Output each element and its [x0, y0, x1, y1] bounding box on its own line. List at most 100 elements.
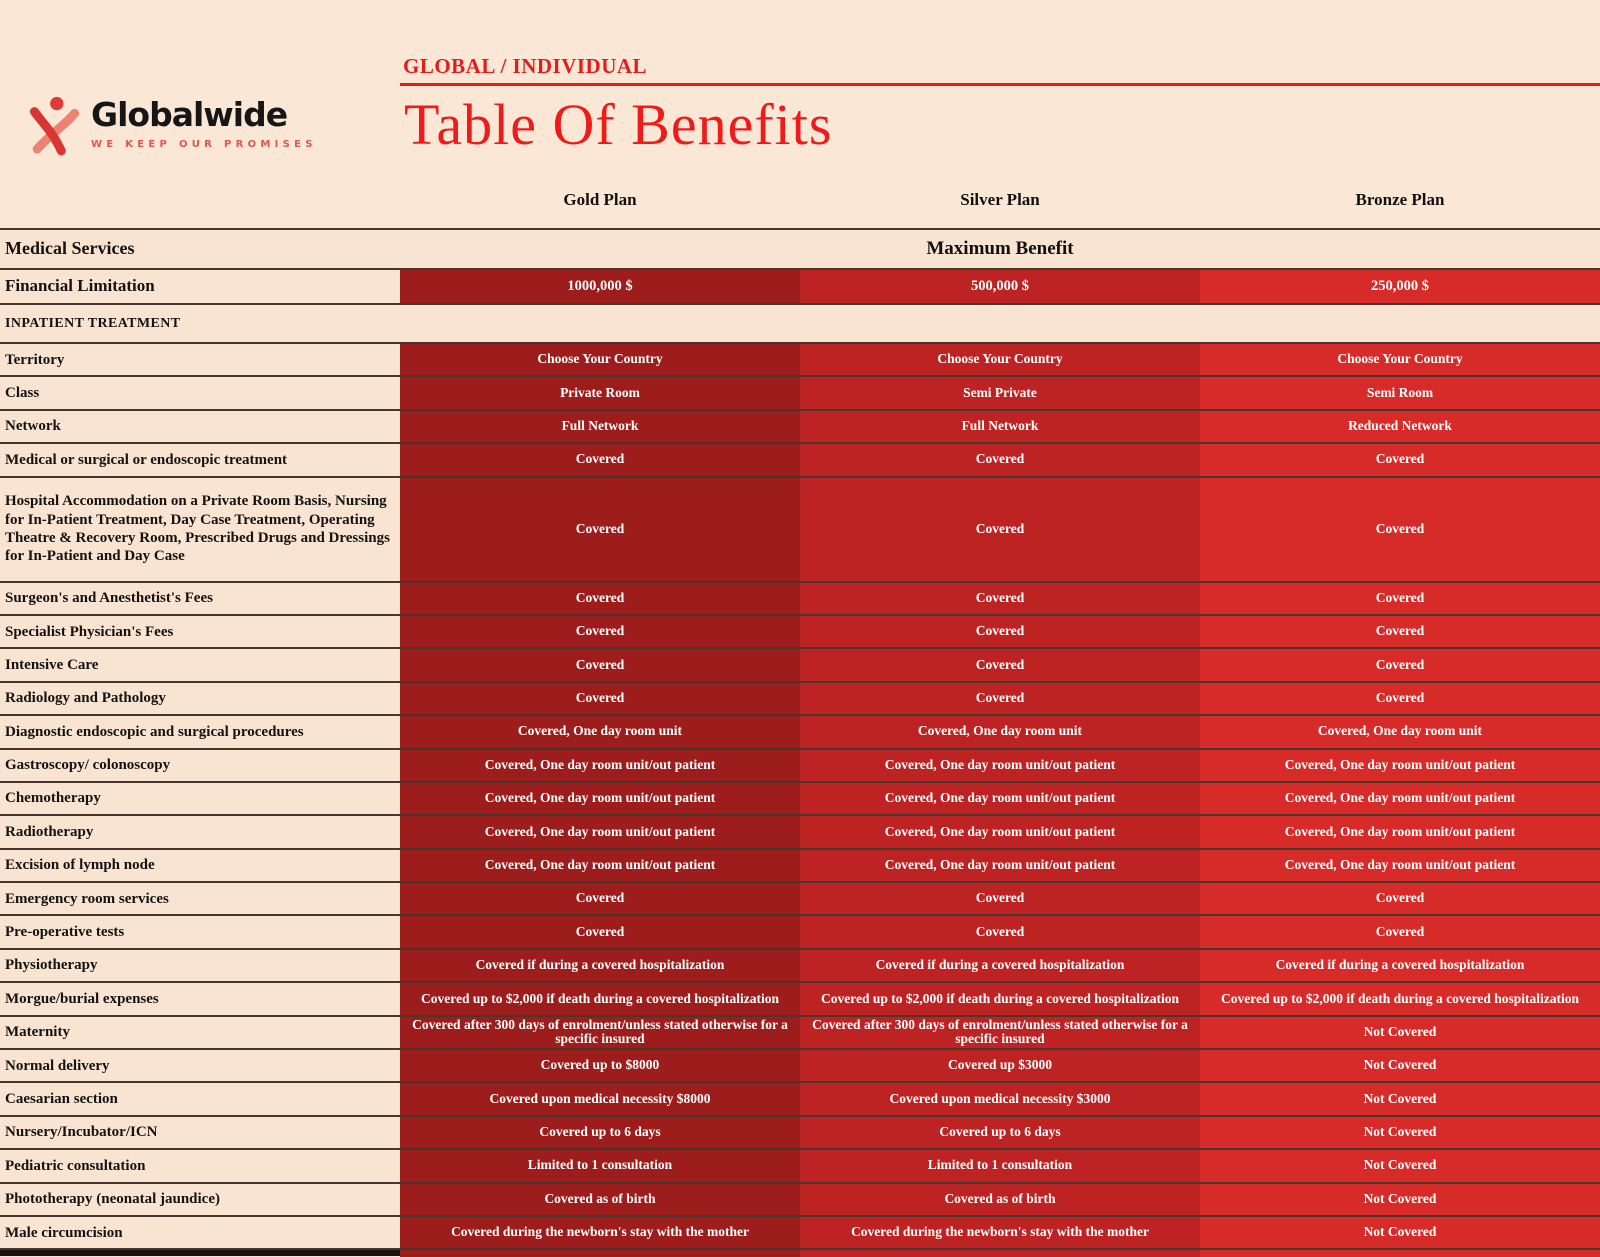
benefit-value-cell: Limited to 1 consultation: [800, 1150, 1200, 1182]
table-row: Pre-operative tests Covered Covered Covered: [0, 914, 1600, 948]
benefit-value-cell: Covered, One day room unit: [400, 716, 800, 748]
plan-header-bronze: Bronze Plan: [1355, 190, 1445, 209]
benefit-value-cell: Not Covered: [1200, 1016, 1600, 1049]
row-label: Intensive Care: [0, 649, 400, 681]
row-label: Pre-operative tests: [0, 916, 400, 948]
row-label: Male circumcision: [0, 1216, 400, 1249]
row-label: Radiology and Pathology: [0, 682, 400, 715]
row-label: Financial Limitation: [0, 270, 400, 303]
plan-header-gold: Gold Plan: [563, 190, 637, 209]
table-row-financial-limitation: Financial Limitation 1000,000 $ 500,000 …: [0, 268, 1600, 303]
table-row: Pediatric consultation Limited to 1 consu…: [0, 1148, 1600, 1182]
benefit-value-cell: Covered after 300 days of enrolment/unle…: [400, 1016, 800, 1049]
benefit-value-cell: Semi Private: [800, 377, 1200, 409]
benefit-value-cell: Full Network: [400, 410, 800, 443]
page-title: Table Of Benefits: [404, 92, 833, 157]
table-row: Radiotherapy Covered, One day room unit/o…: [0, 814, 1600, 848]
benefit-value-cell: Not Covered: [1200, 1183, 1600, 1215]
benefit-value-cell: 250,000 $: [1200, 270, 1600, 303]
benefit-value-cell: Covered: [1200, 582, 1600, 614]
benefit-value-cell: 1000,000 $: [400, 270, 800, 303]
benefit-value-cell: Choose Your Country: [400, 344, 800, 376]
row-label: Hospital Accommodation on a Private Room…: [0, 477, 400, 581]
maximum-benefit-header: Maximum Benefit: [400, 230, 1600, 268]
row-label: Nursery/Incubator/ICN: [0, 1116, 400, 1149]
benefit-value-cell: Covered, One day room unit/out patient: [400, 782, 800, 815]
benefit-value-cell: Covered up to $2,000 if death during a c…: [1200, 983, 1600, 1015]
benefit-value-cell: Covered, One day room unit/out patient: [800, 849, 1200, 882]
benefit-value-cell: Covered: [400, 883, 800, 915]
benefit-value-cell: Covered, One day room unit/out patient: [800, 749, 1200, 781]
benefit-value-cell: Full Network: [800, 410, 1200, 443]
brand-text-block: Globalwide WE KEEP OUR PROMISES: [91, 92, 317, 150]
benefit-value-cell: Covered after 300 days of enrolment/unle…: [800, 1016, 1200, 1049]
benefit-value-cell: Covered: [800, 649, 1200, 681]
benefit-value-cell: Covered, One day room unit/out patient: [400, 749, 800, 781]
benefit-value-cell: Covered, One day room unit/out patient: [1200, 782, 1600, 815]
brand-logo: Globalwide WE KEEP OUR PROMISES: [30, 92, 317, 158]
benefit-value-cell: Covered up to $2,000 if death during a c…: [800, 983, 1200, 1015]
table-row: Hospital Accommodation on a Private Room…: [0, 475, 1600, 581]
table-row: Male circumcision Covered during the newb…: [0, 1214, 1600, 1249]
benefit-value-cell: Not Covered: [1200, 1150, 1600, 1182]
table-row: Specialist Physician's Fees Covered Covere…: [0, 613, 1600, 648]
benefit-value-cell: Covered as of birth: [400, 1183, 800, 1215]
benefit-value-cell: Not Covered: [1200, 1116, 1600, 1149]
row-label: Chemotherapy: [0, 782, 400, 815]
table-section-header: INPATIENT TREATMENT: [0, 303, 1600, 342]
benefit-value-cell: Covered: [1200, 916, 1600, 948]
row-label: Phototherapy (neonatal jaundice): [0, 1183, 400, 1215]
brand-tagline: WE KEEP OUR PROMISES: [91, 138, 317, 150]
benefit-value-cell: Covered up to $8000: [400, 1050, 800, 1082]
row-label: Normal delivery: [0, 1050, 400, 1082]
row-label: Medical or surgical or endoscopic treatm…: [0, 444, 400, 476]
benefit-value-cell: Covered, One day room unit/out patient: [800, 782, 1200, 815]
benefit-value-cell: [400, 1250, 800, 1257]
benefit-value-cell: Choose Your Country: [1200, 344, 1600, 376]
row-label: Excision of lymph node: [0, 849, 400, 882]
table-row: Network Full Network Full Network Reduced N…: [0, 408, 1600, 443]
benefit-value-cell: Covered: [800, 477, 1200, 581]
benefit-value-cell: Covered, One day room unit/out patient: [400, 816, 800, 848]
table-row-medical-services: Medical Services Maximum Benefit: [0, 228, 1600, 268]
table-row: Physiotherapy Covered if during a covered…: [0, 947, 1600, 982]
benefit-value-cell: Covered if during a covered hospitalizat…: [1200, 949, 1600, 982]
benefit-value-cell: Covered, One day room unit/out patient: [800, 816, 1200, 848]
benefit-value-cell: Covered: [1200, 615, 1600, 648]
table-row: Territory Choose Your Country Choose Your …: [0, 342, 1600, 376]
benefit-value-cell: Covered: [800, 582, 1200, 614]
benefit-value-cell: Covered, One day room unit/out patient: [400, 849, 800, 882]
benefit-value-cell: Covered: [1200, 444, 1600, 476]
table-row: Caesarian section Covered upon medical ne…: [0, 1081, 1600, 1115]
table-row: Class Private Room Semi Private Semi Room: [0, 375, 1600, 409]
table-row: Phototherapy (neonatal jaundice) Covered …: [0, 1181, 1600, 1215]
benefit-value-cell: Covered if during a covered hospitalizat…: [800, 949, 1200, 982]
benefit-value-cell: Covered, One day room unit/out patient: [1200, 749, 1600, 781]
benefit-value-cell: Choose Your Country: [800, 344, 1200, 376]
row-label: Emergency room services: [0, 883, 400, 915]
benefit-value-cell: Covered during the newborn's stay with t…: [800, 1216, 1200, 1249]
table-row: Excision of lymph node Covered, One day r…: [0, 847, 1600, 882]
benefit-value-cell: Covered: [1200, 682, 1600, 715]
benefit-value-cell: Reduced Network: [1200, 410, 1600, 443]
benefit-value-cell: Covered: [400, 477, 800, 581]
benefit-value-cell: Covered, One day room unit/out patient: [1200, 849, 1600, 882]
row-label: Radiotherapy: [0, 816, 400, 848]
benefit-value-cell: Covered up to 6 days: [400, 1116, 800, 1149]
row-label: Morgue/burial expenses: [0, 983, 400, 1015]
benefit-value-cell: Covered, One day room unit/out patient: [1200, 816, 1600, 848]
category-label: GLOBAL / INDIVIDUAL: [403, 54, 648, 78]
table-row: Normal delivery Covered up to $8000 Covere…: [0, 1048, 1600, 1082]
benefit-value-cell: Covered: [400, 649, 800, 681]
benefit-value-cell: Covered if during a covered hospitalizat…: [400, 949, 800, 982]
benefit-value-cell: Not Covered: [1200, 1083, 1600, 1115]
table-row: Morgue/burial expenses Covered up to $2,0…: [0, 981, 1600, 1015]
plan-headers: Gold Plan Silver Plan Bronze Plan: [400, 190, 1600, 210]
row-label: Network: [0, 410, 400, 443]
benefit-value-cell: Covered: [400, 682, 800, 715]
row-label: Specialist Physician's Fees: [0, 615, 400, 648]
row-label: Medical Services: [0, 230, 400, 268]
benefit-value-cell: Covered: [400, 916, 800, 948]
row-label: Diagnostic endoscopic and surgical proce…: [0, 716, 400, 748]
